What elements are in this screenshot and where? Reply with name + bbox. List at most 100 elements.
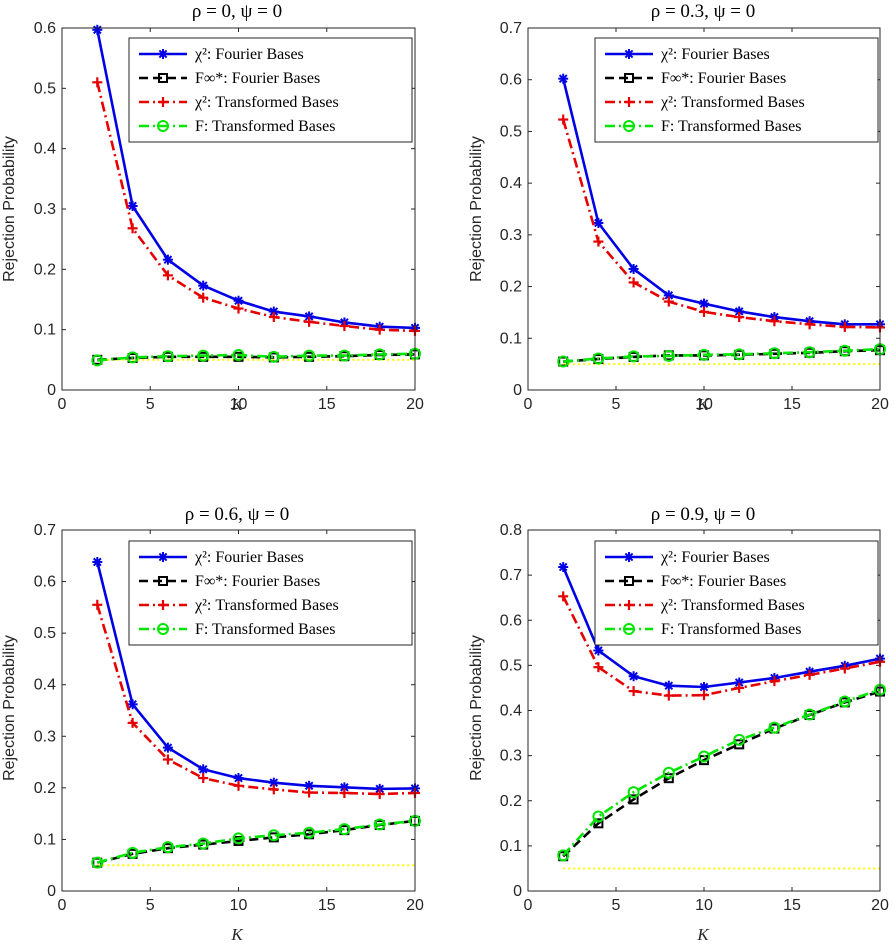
series-path	[561, 119, 881, 329]
x-axis-label: K	[230, 925, 244, 944]
legend-item: χ²: Transformed Bases	[139, 597, 339, 614]
data-point	[733, 733, 746, 746]
legend-label: χ²: Fourier Bases	[660, 46, 770, 63]
y-tick-label: 0.1	[500, 330, 522, 347]
data-point	[127, 717, 138, 728]
data-point	[734, 682, 745, 693]
series-path	[97, 353, 416, 362]
legend-label: F∞*: Fourier Bases	[195, 70, 320, 87]
y-tick-label: 0.2	[500, 793, 522, 810]
legend-item: F: Transformed Bases	[139, 118, 335, 135]
data-point	[624, 97, 634, 107]
data-point	[663, 296, 674, 307]
legend-box	[128, 540, 413, 646]
y-tick-label: 0.6	[34, 20, 56, 37]
chart-title: ρ = 0.9, ψ = 0	[651, 504, 756, 525]
legend-label: F: Transformed Bases	[661, 621, 801, 638]
y-tick-label: 0.7	[500, 20, 522, 37]
data-point	[734, 306, 745, 317]
data-point	[838, 344, 851, 357]
panel-2: ρ = 0.3, ψ = 0 0 5 10 15 20 0 0.1 0.2 0.3 0.4 0.5 0…	[468, 1, 889, 414]
x-axis-label: K	[696, 925, 710, 944]
legend-label: χ²: Transformed Bases	[194, 94, 339, 111]
y-tick-label: 0	[513, 883, 522, 900]
y-axis-label: Rejection Probability	[1, 635, 18, 781]
series-path	[96, 604, 416, 796]
legend-item: F∞*: Fourier Bases	[139, 70, 320, 87]
data-point	[699, 690, 709, 701]
y-tick-label: 0	[513, 382, 522, 399]
data-point	[268, 784, 279, 795]
data-point	[804, 319, 815, 330]
y-tick-label: 0.4	[34, 141, 56, 158]
data-point	[624, 576, 634, 586]
data-point	[304, 780, 315, 791]
x-tick-label: 0	[58, 897, 67, 914]
data-point	[157, 120, 169, 132]
panel-1: ρ = 0, ψ = 0 0 5 10 15 20 0 0.1 0.2 0.3 0.4 0.5 0.6…	[1, 1, 424, 414]
x-tick-label: 5	[146, 897, 155, 914]
y-tick-label: 0.4	[500, 703, 522, 720]
legend-item: F∞*: Fourier Bases	[605, 573, 786, 590]
series-path	[563, 347, 881, 363]
y-tick-label: 0	[47, 382, 56, 399]
legend-box	[594, 540, 879, 646]
data-point	[663, 690, 674, 701]
legend-item: χ²: Fourier Bases	[139, 46, 304, 63]
series-path	[96, 29, 416, 330]
legend-label: χ²: Fourier Bases	[660, 549, 770, 566]
data-point	[268, 306, 279, 317]
x-tick-label: 0	[524, 897, 533, 914]
data-point	[198, 280, 209, 291]
y-tick-label: 0.2	[500, 279, 522, 296]
data-point	[663, 290, 674, 301]
data-point	[838, 695, 851, 708]
data-point	[593, 662, 604, 673]
y-axis-label: Rejection Probability	[468, 635, 485, 781]
axes-frame	[527, 529, 881, 892]
series-line	[557, 343, 886, 368]
data-point	[158, 73, 168, 83]
data-point	[628, 686, 639, 697]
data-point	[593, 818, 604, 829]
data-point	[624, 552, 634, 562]
chart-title: ρ = 0.6, ψ = 0	[185, 504, 290, 525]
legend-item: F: Transformed Bases	[139, 621, 335, 638]
series-path	[562, 690, 881, 858]
series-path	[562, 688, 881, 857]
data-point	[803, 346, 816, 359]
legend-label: F∞*: Fourier Bases	[661, 573, 786, 590]
data-point	[628, 277, 639, 288]
data-point	[627, 350, 640, 363]
data-point	[157, 623, 169, 635]
y-tick-label: 0.1	[34, 322, 56, 339]
axes-frame	[61, 27, 416, 391]
legend-item: χ²: Transformed Bases	[605, 597, 805, 614]
series-line	[558, 114, 885, 333]
y-tick-label: 0.5	[34, 80, 56, 97]
y-tick-label: 0.6	[500, 72, 522, 89]
x-tick-label: 10	[230, 897, 248, 914]
chart-title: ρ = 0.3, ψ = 0	[651, 1, 756, 22]
data-point	[769, 676, 780, 687]
data-point	[126, 846, 139, 859]
data-point	[623, 120, 635, 132]
data-point	[592, 352, 605, 365]
y-tick-label: 0.7	[34, 522, 56, 539]
x-axis-label: K	[696, 395, 710, 414]
legend-label: F: Transformed Bases	[195, 118, 335, 135]
legend-item: χ²: Transformed Bases	[139, 94, 339, 111]
y-tick-label: 0.3	[500, 227, 522, 244]
legend: χ²: Fourier Bases F∞*: Fourier Bases χ²: T…	[594, 540, 879, 646]
data-point	[373, 348, 386, 361]
series-line	[92, 599, 420, 800]
data-point	[91, 354, 104, 367]
data-point	[268, 311, 279, 322]
series-path	[562, 566, 881, 689]
x-tick-label: 10	[695, 396, 713, 413]
data-point	[557, 355, 570, 368]
data-point	[233, 303, 244, 314]
data-point	[558, 114, 569, 125]
x-tick-label: 5	[612, 897, 621, 914]
panel-3: ρ = 0.6, ψ = 0 0 5 10 15 20 0 0.1 0.2 0.3 0.4 0.5 0…	[1, 504, 424, 944]
